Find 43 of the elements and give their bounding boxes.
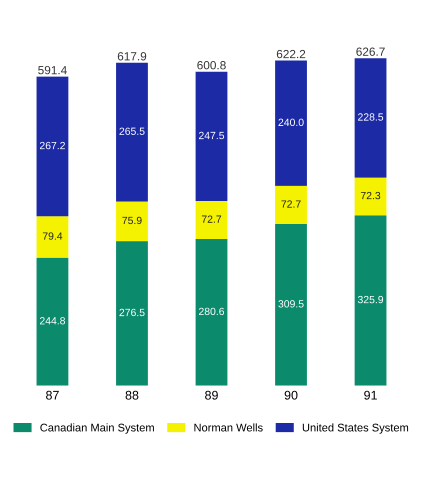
- bar: [196, 239, 228, 386]
- bar: [36, 76, 68, 216]
- data-label: 276.5: [119, 308, 145, 316]
- data-label: 244.8: [40, 317, 66, 324]
- bar: [116, 62, 148, 202]
- total-label: 617.9: [118, 52, 146, 60]
- data-label: 75.9: [122, 216, 142, 224]
- bar: [36, 258, 68, 386]
- bar: [116, 241, 148, 386]
- data-label: 72.7: [202, 215, 222, 223]
- bar: [275, 224, 307, 386]
- x-tick-label: 90: [284, 390, 298, 400]
- bar: [354, 215, 386, 386]
- bar: [275, 186, 307, 224]
- total-label: 600.8: [197, 61, 226, 70]
- data-label: 240.0: [278, 118, 304, 126]
- bar: [354, 178, 386, 216]
- data-label: 72.7: [281, 200, 301, 208]
- legend-label: United States System: [302, 423, 408, 434]
- bar: [275, 60, 307, 186]
- x-tick-label: 91: [364, 390, 377, 400]
- data-label: 247.5: [198, 132, 224, 140]
- bar: [36, 216, 68, 258]
- data-label: 280.6: [198, 308, 224, 316]
- legend-label: Canadian Main System: [40, 423, 154, 434]
- total-label: 626.7: [356, 48, 385, 56]
- total-label: 622.2: [276, 50, 306, 58]
- x-tick-label: 87: [46, 390, 59, 400]
- data-label: 309.5: [278, 300, 304, 308]
- data-label: 267.2: [40, 142, 65, 150]
- bar: [116, 202, 148, 242]
- data-label: 265.5: [119, 128, 145, 135]
- data-label: 79.4: [42, 232, 62, 240]
- data-label: 325.9: [358, 296, 384, 304]
- bar: [196, 201, 228, 240]
- data-label: 72.3: [360, 192, 380, 200]
- data-label: 228.5: [358, 113, 384, 121]
- x-tick-label: 88: [126, 390, 138, 400]
- bar: [196, 72, 228, 202]
- legend-label: Norman Wells: [194, 423, 263, 432]
- total-label: 591.4: [38, 66, 67, 74]
- x-tick-label: 89: [205, 390, 218, 400]
- bar: [354, 58, 386, 178]
